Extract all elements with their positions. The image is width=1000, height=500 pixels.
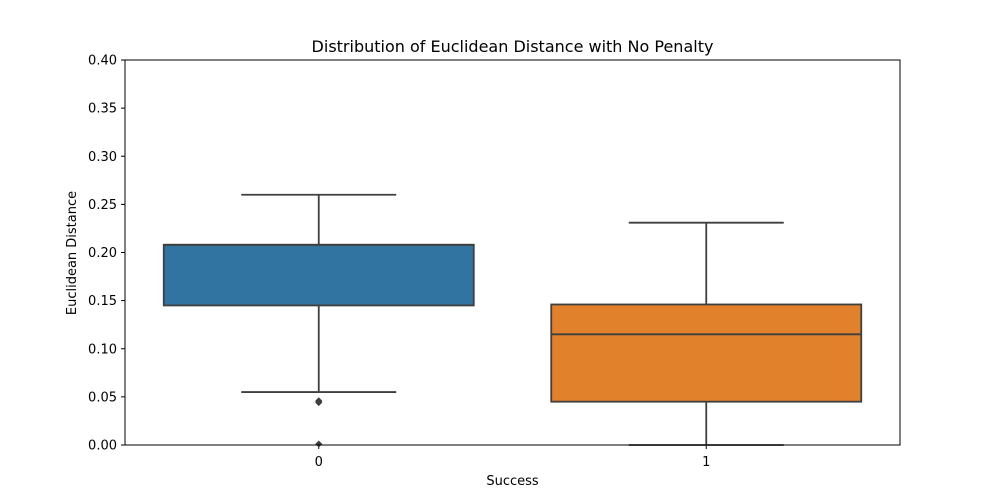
box-0	[162, 193, 475, 448]
y-tick-label: 0.10	[88, 342, 117, 357]
plot-frame	[124, 59, 901, 446]
y-tick-label: 0.05	[88, 390, 117, 405]
outlier-marker	[315, 397, 323, 405]
y-axis-label: Euclidean Distance	[65, 191, 80, 315]
y-tick-label: 0.20	[88, 246, 117, 261]
chart-title: Distribution of Euclidean Distance with …	[312, 37, 714, 56]
x-tick-label: 0	[315, 455, 323, 470]
y-tick-label: 0.00	[88, 439, 117, 454]
box-body	[550, 303, 863, 403]
y-axis-ticks: 0.00 0.05 0.10 0.15 0.20 0.25 0.30 0.35 0.40	[88, 54, 125, 454]
y-tick-label: 0.35	[88, 102, 117, 117]
box-group	[162, 193, 863, 448]
y-tick-label: 0.30	[88, 150, 117, 165]
x-tick-label: 1	[702, 455, 710, 470]
box-1	[550, 221, 863, 446]
box-body	[162, 243, 475, 307]
y-tick-label: 0.25	[88, 198, 117, 213]
x-axis-label: Success	[486, 474, 539, 489]
y-tick-label: 0.40	[88, 54, 117, 69]
y-tick-label: 0.15	[88, 294, 117, 309]
outlier-marker	[315, 440, 323, 448]
